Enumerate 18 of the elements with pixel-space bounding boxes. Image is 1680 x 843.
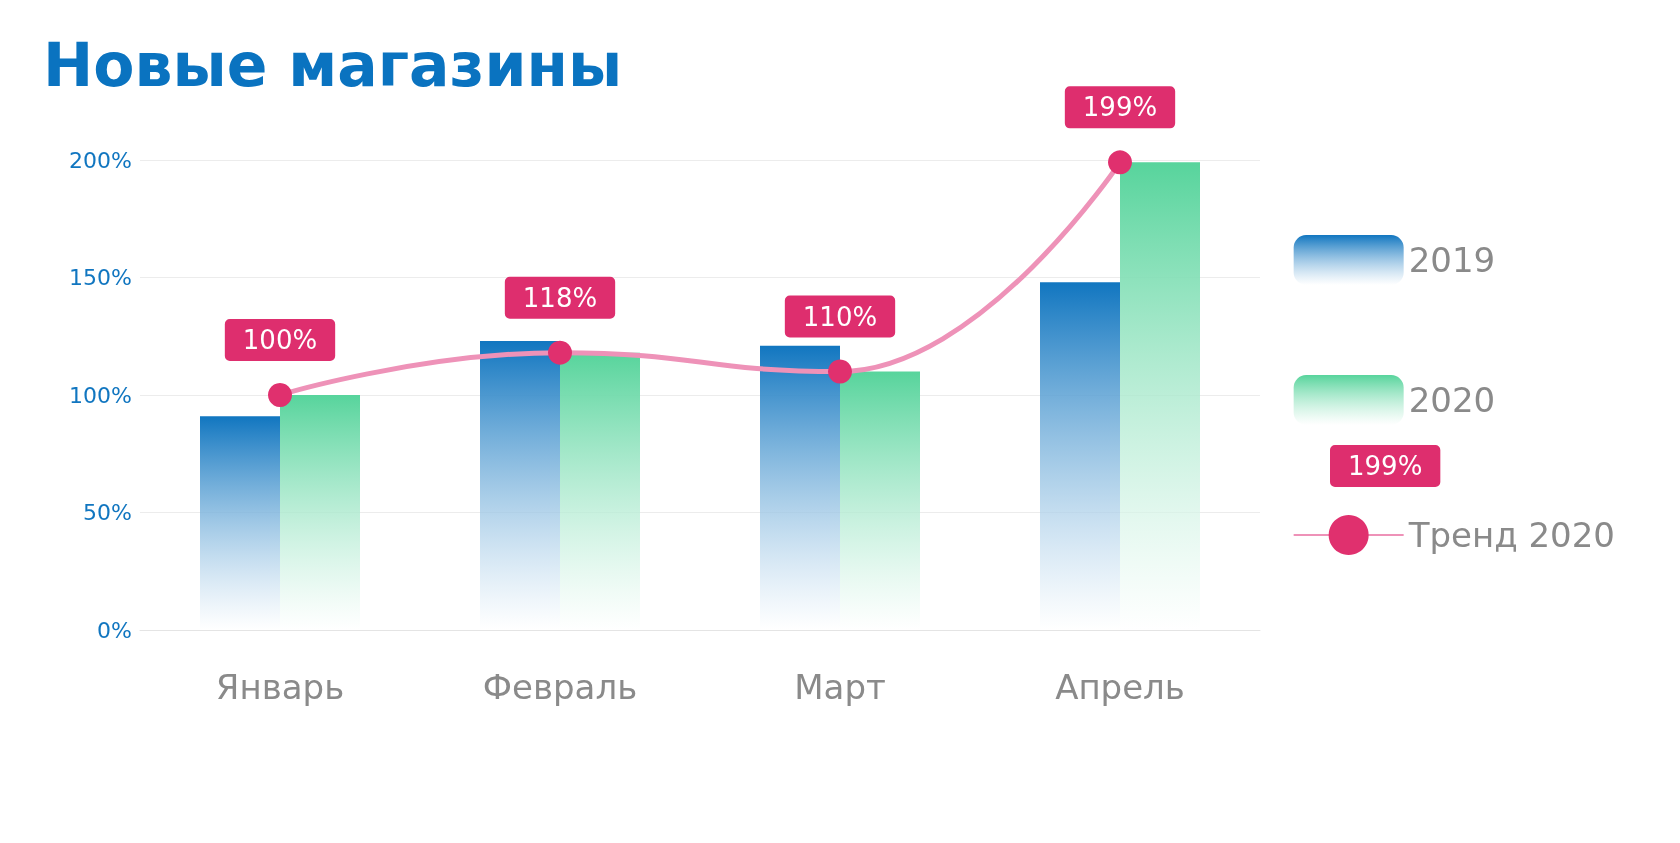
y-tick-label: 50% (83, 500, 132, 525)
data-label: 100% (242, 325, 318, 355)
y-tick-label: 200% (69, 147, 132, 173)
x-tick-label: Январь (215, 667, 345, 707)
y-tick-label: 150% (69, 265, 132, 290)
legend-label: 2019 (1408, 240, 1496, 280)
y-tick-label: 0% (97, 617, 132, 643)
x-tick-label: Март (794, 667, 886, 707)
chart-title: Новые магазины (43, 30, 623, 100)
data-label: 199% (1082, 92, 1158, 123)
legend-label: 2020 (1408, 380, 1496, 420)
text: 199% (1348, 451, 1423, 481)
x-tick-label: Апрель (1055, 667, 1185, 707)
x-tick-label: Февраль (482, 667, 638, 707)
data-label: 110% (802, 301, 878, 332)
legend-label: Тренд 2020 (1407, 515, 1615, 555)
data-label: 118% (522, 282, 598, 313)
y-tick-label: 100% (69, 382, 132, 408)
